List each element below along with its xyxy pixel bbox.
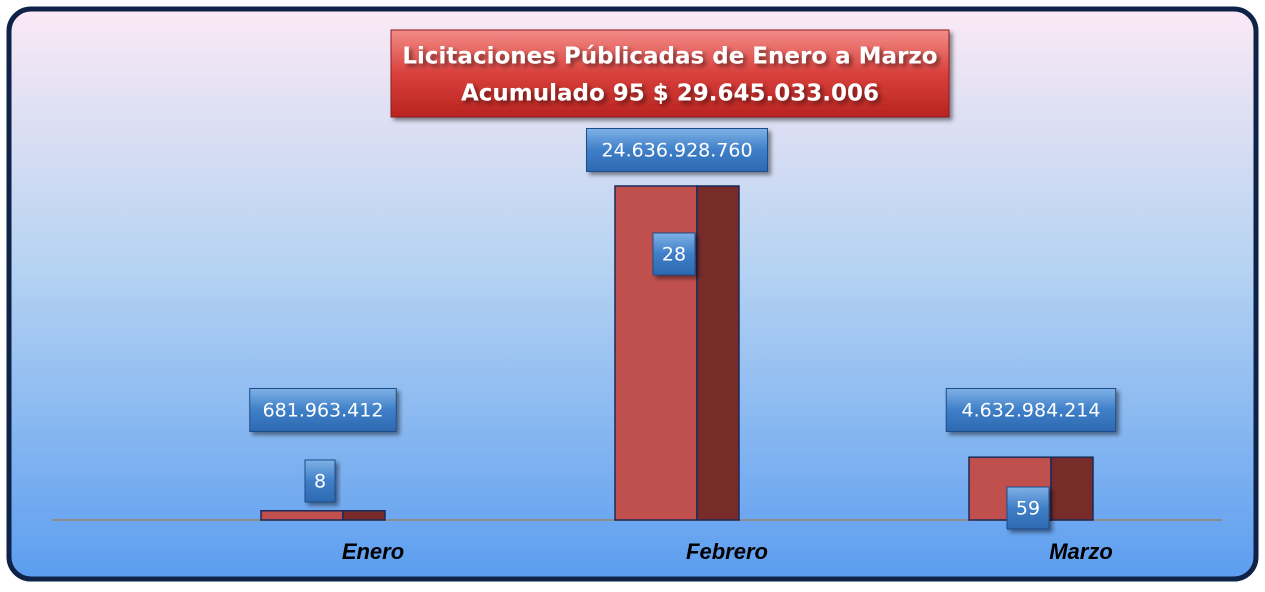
bar [260,510,344,521]
count-label-box [304,459,336,503]
count-label: 8 [314,471,326,493]
x-tick-label: Marzo [1049,539,1113,564]
value-label-box [586,128,768,172]
chart-title: Licitaciones Públicadas de Enero a Marzo [402,44,937,70]
bar-side [1050,456,1094,521]
chart-subtitle: Acumulado 95 $ 29.645.033.006 [461,81,879,107]
value-label: 681.963.412 [263,400,384,422]
count-label-box [652,232,696,276]
count-label: 28 [662,244,686,266]
x-tick-label: Enero [342,539,404,564]
value-label: 24.636.928.760 [601,140,752,162]
x-tick-label: Febrero [686,539,768,564]
bar-side [342,510,386,521]
value-label: 4.632.984.214 [961,400,1100,422]
count-label: 59 [1016,498,1040,520]
value-label-box [249,388,397,432]
count-label-box [1006,486,1050,530]
value-label-box [945,388,1117,432]
title-box [390,29,950,118]
bar-side [696,185,740,521]
